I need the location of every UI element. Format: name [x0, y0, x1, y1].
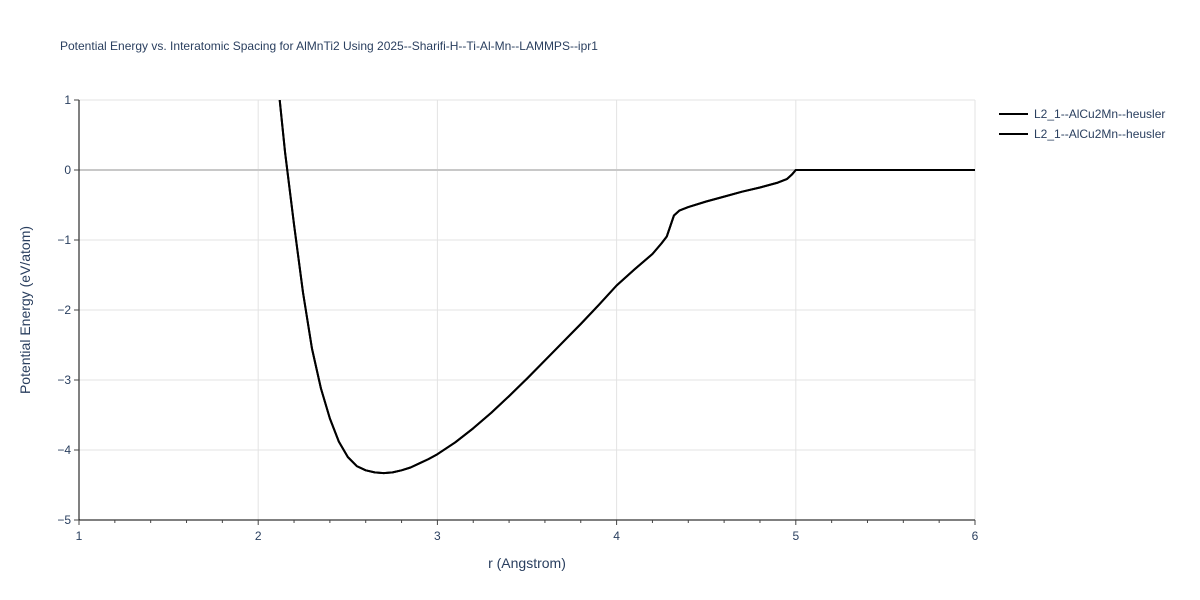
x-tick-label: 2	[255, 529, 262, 543]
plot-area[interactable]	[278, 100, 975, 475]
axes	[74, 99, 976, 525]
y-tick-label: 1	[64, 93, 71, 107]
x-tick-label: 3	[434, 529, 441, 543]
y-tick-label: −5	[57, 513, 71, 527]
series-line-1[interactable]	[278, 100, 975, 475]
x-tick-label: 6	[972, 529, 979, 543]
y-tick-label: −4	[57, 443, 71, 457]
y-tick-label: −2	[57, 303, 71, 317]
y-axis-title: Potential Energy (eV/atom)	[17, 226, 33, 394]
grid	[79, 99, 976, 520]
legend-label: L2_1--AlCu2Mn--heusler	[1034, 107, 1165, 121]
series-line-2[interactable]	[278, 100, 975, 475]
y-tick-label: −3	[57, 373, 71, 387]
x-tick-label: 4	[613, 529, 620, 543]
chart-title: Potential Energy vs. Interatomic Spacing…	[60, 39, 598, 53]
x-tick-label: 5	[792, 529, 799, 543]
x-tick-label: 1	[76, 529, 83, 543]
y-tick-label: 0	[64, 163, 71, 177]
y-tick-label: −1	[57, 233, 71, 247]
legend-item-2[interactable]: L2_1--AlCu2Mn--heusler	[999, 127, 1165, 141]
legend-label: L2_1--AlCu2Mn--heusler	[1034, 127, 1165, 141]
legend-item-1[interactable]: L2_1--AlCu2Mn--heusler	[999, 107, 1165, 121]
x-axis-title: r (Angstrom)	[488, 555, 566, 571]
legend[interactable]: L2_1--AlCu2Mn--heusler L2_1--AlCu2Mn--heu…	[999, 107, 1165, 141]
tick-labels: 1 2 3 4 5 6 1 0 −1 −2 −3 −4 −5	[57, 93, 978, 543]
